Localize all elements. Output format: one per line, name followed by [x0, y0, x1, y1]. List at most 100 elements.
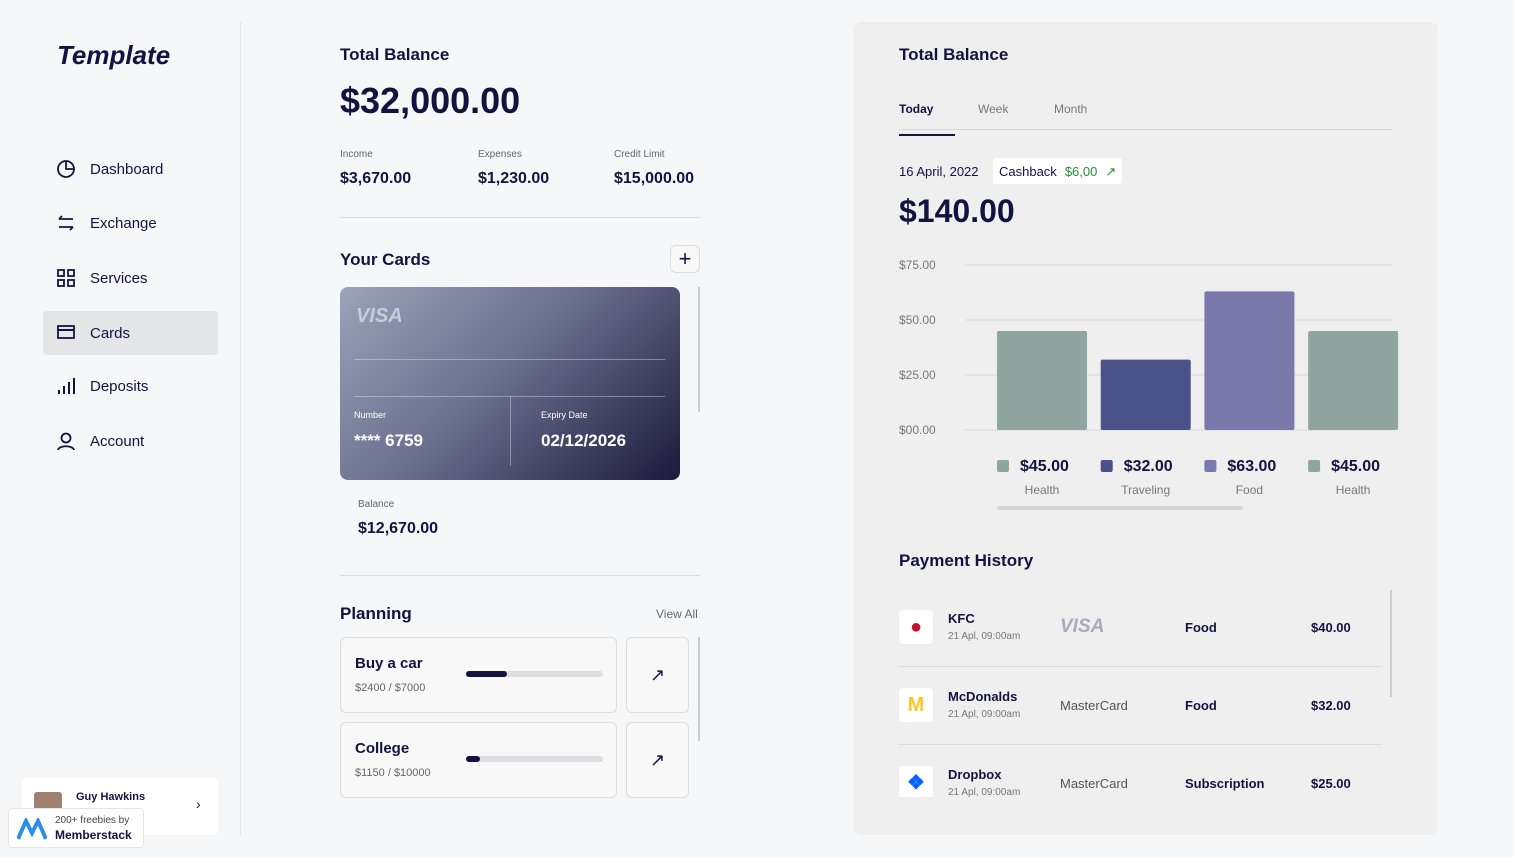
icon [57, 269, 75, 287]
icon [57, 160, 75, 178]
credit-card[interactable]: VISA Number **** 6759 Expiry Date 02/12/… [340, 287, 680, 480]
amount: $32.00 [1311, 698, 1351, 713]
label: Balance [358, 499, 395, 510]
plan-card[interactable]: College $1150 / $10000 [340, 722, 617, 798]
plan-amount: $1150 / $10000 [355, 767, 431, 779]
section-title: Total Balance [340, 45, 450, 64]
scrollbar [698, 637, 700, 741]
badge-text: 200+ freebies by [55, 815, 130, 826]
link[interactable]: View All [656, 607, 698, 621]
scrollbar [698, 287, 700, 412]
payment-list: ● KFC 21 Apl, 09:00am VISA Food $40.00 M McDona… [898, 589, 1382, 797]
plan-card[interactable]: Buy a car $2400 / $7000 [340, 637, 617, 713]
cashback-value: $6,00 [1064, 164, 1098, 179]
tab[interactable]: Week [978, 102, 1009, 116]
card-label: Number [354, 410, 387, 420]
divider [354, 359, 665, 360]
logo: M [899, 688, 933, 722]
value-label: $45.00 [1020, 458, 1069, 475]
badge[interactable]: 200+ freebies by Memberstack [8, 808, 144, 848]
tab[interactable]: Today [899, 102, 955, 136]
logo: ❖ [899, 766, 933, 797]
card-balance: $12,670.00 [358, 520, 439, 537]
stat-label: Credit Limit [614, 149, 665, 160]
open-button[interactable]: ↗ [626, 722, 689, 798]
divider [354, 396, 665, 397]
divider [899, 129, 1392, 130]
value-label: $32.00 [1124, 458, 1173, 475]
user-name: Guy Hawkins [76, 791, 146, 803]
nav-item[interactable]: Deposits [90, 377, 149, 395]
y-tick-label: $75.00 [899, 258, 936, 272]
stat-value: $1,230.00 [478, 170, 550, 187]
nav-item[interactable]: Exchange [90, 214, 157, 232]
legend-swatch [1100, 460, 1113, 472]
method: MasterCard [1060, 776, 1128, 791]
time: 21 Apl, 09:00am [948, 787, 1021, 797]
nav-item[interactable]: Services [90, 269, 148, 287]
card-expiry: 02/12/2026 [541, 431, 627, 450]
plan-amount: $2400 / $7000 [355, 682, 426, 694]
x-tick-label: Health [1025, 483, 1060, 497]
plan-name: Buy a car [355, 655, 423, 672]
bar [1204, 291, 1295, 430]
summary-amount: $140.00 [899, 193, 1015, 229]
progress-track [466, 756, 603, 762]
chevron: › [196, 796, 201, 812]
open-button[interactable]: ↗ [626, 637, 689, 713]
scrollbar [997, 506, 1243, 510]
bar [997, 331, 1087, 430]
divider [240, 22, 241, 835]
progress-track [466, 671, 603, 677]
value-label: $45.00 [1331, 458, 1380, 475]
time: 21 Apl, 09:00am [948, 709, 1021, 720]
time: 21 Apl, 09:00am [948, 631, 1021, 642]
cashback: Cashback $6,00 ↗ [993, 158, 1123, 184]
nav-item[interactable]: Cards [43, 311, 218, 355]
payment-row[interactable]: ❖ Dropbox 21 Apl, 09:00am MasterCard Subscri… [898, 745, 1382, 797]
nav-item[interactable]: Dashboard [90, 160, 164, 178]
y-tick-label: $00.00 [899, 423, 936, 437]
cashback-label: Cashback [999, 164, 1057, 179]
progress-fill [466, 756, 480, 762]
card-brand: VISA [356, 305, 403, 327]
merchant: McDonalds [948, 689, 1018, 704]
badge-text: Memberstack [55, 828, 132, 842]
x-tick-label: Traveling [1121, 483, 1170, 497]
icon [58, 215, 74, 231]
icon [58, 378, 75, 394]
section-title: Payment History [899, 551, 1034, 570]
chart: $00.00 $25.00 $50.00 $75.00 $45.00 Health $32.… [899, 258, 1399, 510]
tab[interactable]: Month [1054, 102, 1088, 116]
divider [340, 217, 700, 218]
section-title: Your Cards [340, 250, 431, 269]
card-label: Expiry Date [541, 410, 588, 420]
nav-item[interactable]: Account [90, 432, 145, 450]
payment-row[interactable]: ● KFC 21 Apl, 09:00am VISA Food $40.00 [898, 589, 1382, 667]
category: Food [1185, 698, 1217, 713]
plan-name: College [355, 740, 410, 757]
logo: Template [57, 40, 171, 70]
payment-row[interactable]: M McDonalds 21 Apl, 09:00am MasterCard Food $… [898, 667, 1382, 745]
x-tick-label: Food [1236, 483, 1263, 497]
amount: $25.00 [1311, 776, 1351, 791]
stat-label: Income [340, 149, 373, 160]
legend-swatch [1308, 460, 1321, 472]
bar [1308, 331, 1399, 430]
section-title: Planning [340, 604, 412, 623]
scrollbar [1390, 590, 1392, 697]
arrow: ↗ [1105, 164, 1117, 179]
x-tick-label: Health [1336, 483, 1371, 497]
legend-swatch [997, 460, 1009, 472]
bar [1100, 359, 1191, 430]
method: VISA [1060, 616, 1105, 637]
category: Subscription [1185, 776, 1265, 791]
stat-value: $15,000.00 [614, 170, 695, 187]
merchant: KFC [948, 611, 975, 626]
icon [57, 325, 75, 339]
add-button[interactable]: + [670, 245, 700, 273]
y-tick-label: $25.00 [899, 368, 936, 382]
y-tick-label: $50.00 [899, 313, 936, 327]
amount: $40.00 [1311, 620, 1351, 635]
